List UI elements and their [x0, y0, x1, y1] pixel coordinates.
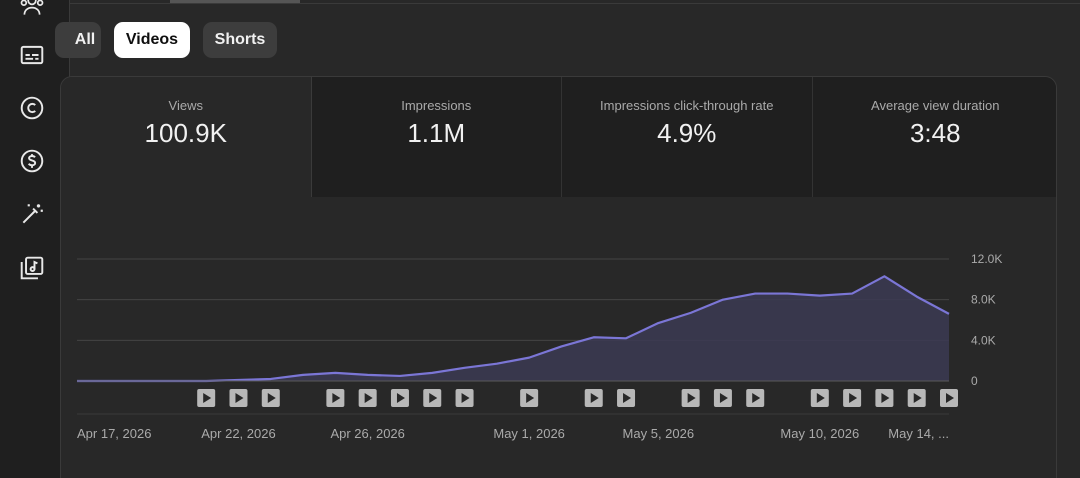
top-divider	[70, 0, 1080, 4]
magic-wand-icon[interactable]	[18, 200, 46, 228]
metric-label: Impressions	[401, 98, 472, 113]
x-tick-label: Apr 26, 2026	[330, 426, 404, 441]
x-tick-label: May 1, 2026	[493, 426, 565, 441]
metric-tab-ctr[interactable]: Impressions click-through rate 4.9%	[562, 77, 813, 197]
play-icon	[946, 393, 954, 403]
metric-label: Impressions click-through rate	[600, 98, 774, 113]
play-icon	[461, 393, 470, 403]
y-tick-label: 12.0K	[971, 252, 1002, 266]
metric-tabs: Views 100.9K Impressions 1.1M Impression…	[61, 77, 1056, 197]
metric-value: 1.1M	[407, 118, 466, 148]
analytics-card: Views 100.9K Impressions 1.1M Impression…	[60, 76, 1057, 478]
subtitles-icon[interactable]	[18, 41, 46, 69]
x-tick-label: Apr 17, 2026	[77, 426, 151, 441]
play-icon	[203, 393, 212, 403]
metric-tab-impressions[interactable]: Impressions 1.1M	[311, 77, 562, 197]
play-icon	[816, 393, 825, 403]
play-icon	[752, 393, 761, 403]
play-icon	[267, 393, 276, 403]
play-icon	[235, 393, 244, 403]
series-line	[77, 275, 950, 383]
play-icon	[687, 393, 696, 403]
x-tick-label: Apr 22, 2026	[201, 426, 275, 441]
play-icon	[364, 393, 373, 403]
metric-label: Views	[168, 98, 203, 113]
y-tick-label: 4.0K	[971, 333, 996, 347]
series-area	[77, 276, 949, 381]
filter-chip-all[interactable]: All	[55, 22, 101, 58]
audience-icon[interactable]	[18, 0, 46, 20]
play-icon	[719, 393, 728, 403]
filter-chip-videos[interactable]: Videos	[114, 22, 190, 58]
play-icon	[590, 393, 599, 403]
x-tick-label: May 5, 2026	[623, 426, 695, 441]
play-icon	[623, 393, 632, 403]
copyright-icon[interactable]	[18, 94, 46, 122]
x-tick-label: May 14, ...	[888, 426, 949, 441]
metric-tab-avg-view-duration[interactable]: Average view duration 3:48	[812, 77, 1056, 197]
play-icon	[396, 393, 405, 403]
metric-value: 3:48	[909, 118, 961, 148]
metric-value: 4.9%	[657, 118, 717, 148]
y-tick-label: 8.0K	[971, 293, 996, 307]
monetization-icon[interactable]	[18, 147, 46, 175]
play-icon	[332, 393, 341, 403]
metric-label: Average view duration	[871, 98, 1000, 113]
play-icon	[849, 393, 858, 403]
left-rail	[0, 0, 70, 478]
y-tick-label: 0	[971, 374, 978, 388]
metric-value: 100.9K	[144, 118, 227, 148]
x-tick-label: May 10, 2026	[780, 426, 859, 441]
audio-library-icon[interactable]	[18, 254, 46, 282]
play-icon	[881, 393, 890, 403]
filter-chip-shorts[interactable]: Shorts	[203, 22, 277, 58]
tab-underline	[170, 0, 300, 3]
play-icon	[913, 393, 922, 403]
play-icon	[526, 393, 535, 403]
metric-tab-views[interactable]: Views 100.9K	[61, 77, 312, 197]
play-icon	[429, 393, 438, 403]
